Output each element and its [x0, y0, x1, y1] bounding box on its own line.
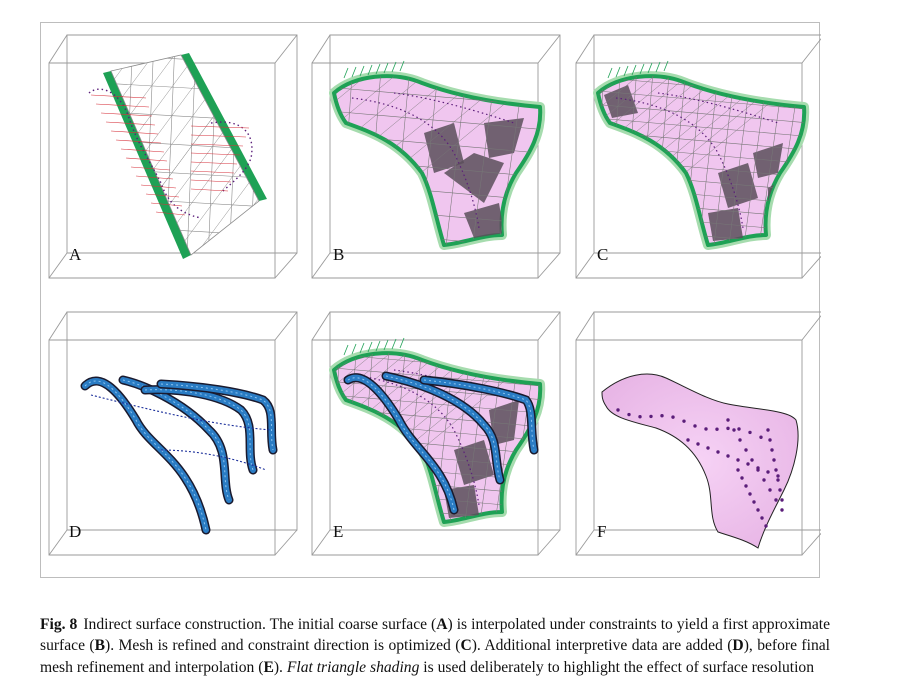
panel-e-illustration	[329, 337, 546, 527]
caption-text-1: Indirect surface construction. The initi…	[83, 615, 437, 633]
figure-drawing	[48, 34, 821, 556]
caption-text-7: is used deliberately to highlight the ef…	[419, 658, 815, 676]
panel-box-a	[48, 34, 298, 279]
caption-label: Fig. 8	[40, 615, 78, 633]
panel-f-illustration	[601, 373, 799, 549]
panel-label-a: A	[69, 245, 82, 264]
panel-label-d: D	[69, 522, 82, 541]
caption-text-4: ). Additional interpretive data are adde…	[471, 637, 733, 655]
panel-b-illustration	[329, 60, 546, 250]
caption-ref-e: E	[263, 658, 274, 676]
panel-label-b: B	[333, 245, 345, 264]
panel-e-ribbons	[343, 371, 539, 515]
panel-c-illustration	[593, 60, 810, 250]
caption-text-3: ). Mesh is refined and constraint direct…	[105, 637, 461, 655]
panel-label-e: E	[333, 522, 344, 541]
panel-label-c: C	[597, 245, 609, 264]
figure-caption: Fig. 8 Indirect surface construction. The…	[40, 614, 830, 679]
caption-ref-c: C	[460, 637, 472, 655]
caption-italic: Flat triangle shading	[286, 658, 420, 676]
panel-box-b	[311, 34, 561, 279]
caption-text-5: ), before final mesh refinement and inte…	[40, 637, 831, 676]
panel-box-d	[48, 311, 298, 556]
caption-text-2: ) is interpolated under constraints to y…	[40, 615, 830, 655]
panel-box-e	[311, 311, 561, 556]
caption-ref-b: B	[94, 637, 106, 655]
panel-label-f: F	[597, 522, 607, 541]
caption-ref-d: D	[732, 637, 744, 655]
panel-box-c	[575, 34, 821, 279]
caption-ref-a: A	[436, 615, 448, 633]
panel-box-f	[575, 311, 821, 556]
panel-d-illustration	[80, 375, 278, 535]
caption-text-6: ).	[273, 658, 287, 676]
figure-panel: A B C D E F	[40, 22, 821, 578]
panel-a-illustration	[88, 53, 267, 259]
